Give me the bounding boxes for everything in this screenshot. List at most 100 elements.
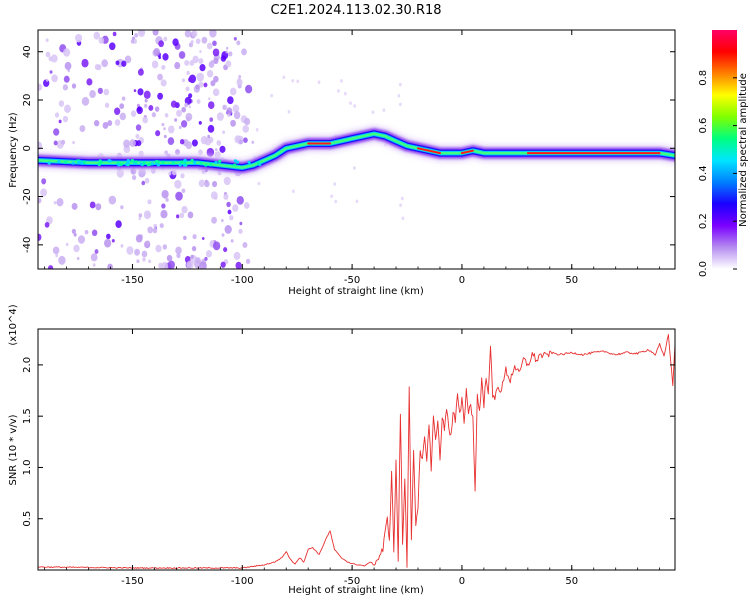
spectrogram-blob — [147, 199, 152, 205]
spectrogram-blob — [239, 221, 243, 226]
spectrogram-blob — [186, 70, 190, 76]
spectrogram-blob — [55, 253, 59, 258]
spectrogram-blob — [399, 203, 402, 208]
spectrogram-blob — [219, 145, 226, 153]
spectrogram-blob — [143, 90, 151, 99]
ridge-dot — [150, 162, 154, 166]
spectrogram-blob — [45, 51, 51, 58]
spectrogram-blob — [241, 48, 247, 56]
spectrogram-blob — [152, 227, 158, 234]
spectrogram-blob — [163, 36, 168, 42]
spectrogram-blob — [214, 195, 218, 200]
spectrogram-blob — [86, 78, 93, 86]
spectrogram-blob — [233, 251, 241, 260]
spectrogram-blob — [183, 235, 187, 240]
spectrogram-blob — [40, 188, 48, 197]
spectrogram-blob — [195, 84, 200, 90]
spectrogram-blob — [168, 171, 172, 176]
spectrogram-blob — [195, 38, 201, 45]
spectrogram-blob — [50, 54, 58, 63]
ridge-dot — [218, 159, 222, 163]
colorbar: 0.0 0.2 0.4 0.6 0.8 Normalized spectral ampl… — [698, 30, 749, 277]
spectrogram-blob — [232, 204, 239, 212]
spectrogram-blob — [175, 214, 180, 219]
spectrogram-blob — [198, 58, 204, 64]
ridge-dot — [57, 160, 61, 164]
spectrogram-blob — [201, 237, 205, 241]
spectrogram-blob — [296, 79, 300, 84]
spectrogram-blob — [353, 104, 357, 108]
spectrogram-blob — [176, 109, 182, 117]
spectrogram-blob — [103, 88, 110, 96]
spectrogram-blob — [216, 140, 222, 146]
spectrogram-blob — [215, 148, 218, 152]
ridge-dot — [155, 159, 159, 164]
spectrogram-blob — [212, 241, 221, 251]
spectrogram-blob — [102, 122, 109, 129]
ridge-dot — [204, 163, 208, 167]
ridge-dot — [247, 160, 251, 164]
spectrogram-blob — [165, 197, 169, 202]
spectrogram-blob — [343, 91, 347, 96]
spectrogram-blob — [181, 188, 186, 194]
spectrogram-blob — [89, 90, 96, 99]
spectrogram-blob — [101, 59, 108, 68]
spectrogram-blob — [179, 139, 185, 145]
spectrogram-blob — [207, 69, 214, 78]
colorbar-tick-label: 0.4 — [698, 165, 709, 181]
spectrogram-blob — [49, 70, 53, 74]
spectrogram-blob — [136, 259, 140, 264]
spectrogram-blob — [221, 233, 225, 237]
spectrogram-blob — [115, 220, 122, 228]
spectrogram-blob — [221, 218, 224, 223]
ridge-dot — [156, 163, 161, 167]
spectrogram-blob — [195, 257, 201, 264]
spectrogram-blob — [245, 258, 251, 264]
spectrogram-blob — [317, 80, 321, 85]
ridge-dot — [119, 162, 123, 167]
snr-ylabel: SNR (10 * v/v) — [8, 414, 19, 485]
spectrogram-blob — [64, 104, 71, 113]
spectrogram-blob — [73, 244, 80, 253]
spectrogram-blob — [207, 124, 215, 133]
spectrogram-blob — [245, 84, 253, 94]
colorbar-tick-label: 0.8 — [698, 70, 709, 86]
spectrogram-blob — [191, 246, 197, 252]
spectrogram-blob — [137, 106, 142, 112]
colorbar-strip — [712, 30, 737, 269]
spectrogram-blob — [138, 217, 141, 221]
ridge-hot-core — [417, 147, 441, 155]
spectrogram-blob — [181, 78, 186, 83]
snr-y-multiplier: (x10^4) — [8, 304, 19, 345]
spectrogram-blob — [151, 112, 157, 118]
ridge-dot — [233, 159, 237, 163]
ridge-dot — [108, 159, 112, 163]
spectrogram-blob — [224, 225, 232, 234]
spectrogram-blob — [207, 101, 215, 110]
ridge-dot — [183, 158, 187, 163]
spectrogram-blob — [45, 38, 49, 42]
spectrogram-blob — [228, 51, 233, 57]
snr-ytick-label: 0.5 — [22, 511, 33, 527]
spectrogram-blob — [223, 247, 228, 253]
spectrogram-blob — [162, 53, 169, 61]
spectrogram-blob — [198, 149, 203, 156]
spectrogram-ytick-label: 20 — [22, 94, 33, 107]
spectrogram-blob — [81, 58, 89, 68]
spectrogram-blob — [137, 88, 144, 96]
spectrogram-blob — [204, 256, 208, 261]
ridge-dot — [64, 160, 68, 165]
spectrogram-blob — [210, 80, 216, 87]
spectrogram-blob — [204, 180, 210, 188]
spectrogram-frame — [37, 29, 676, 270]
spectrogram-blob — [148, 105, 154, 111]
ridge-dot — [71, 161, 75, 165]
spectrogram-xtick-label: 0 — [459, 275, 465, 286]
spectrogram-ytick-label: -20 — [22, 188, 33, 204]
spectrogram-blob — [291, 78, 295, 83]
spectrogram-blob — [93, 31, 101, 40]
spectrogram-blob — [226, 107, 233, 115]
spectrogram-blob — [172, 169, 177, 176]
spectrogram-blob — [41, 178, 47, 185]
spectrogram-blob — [164, 150, 169, 156]
